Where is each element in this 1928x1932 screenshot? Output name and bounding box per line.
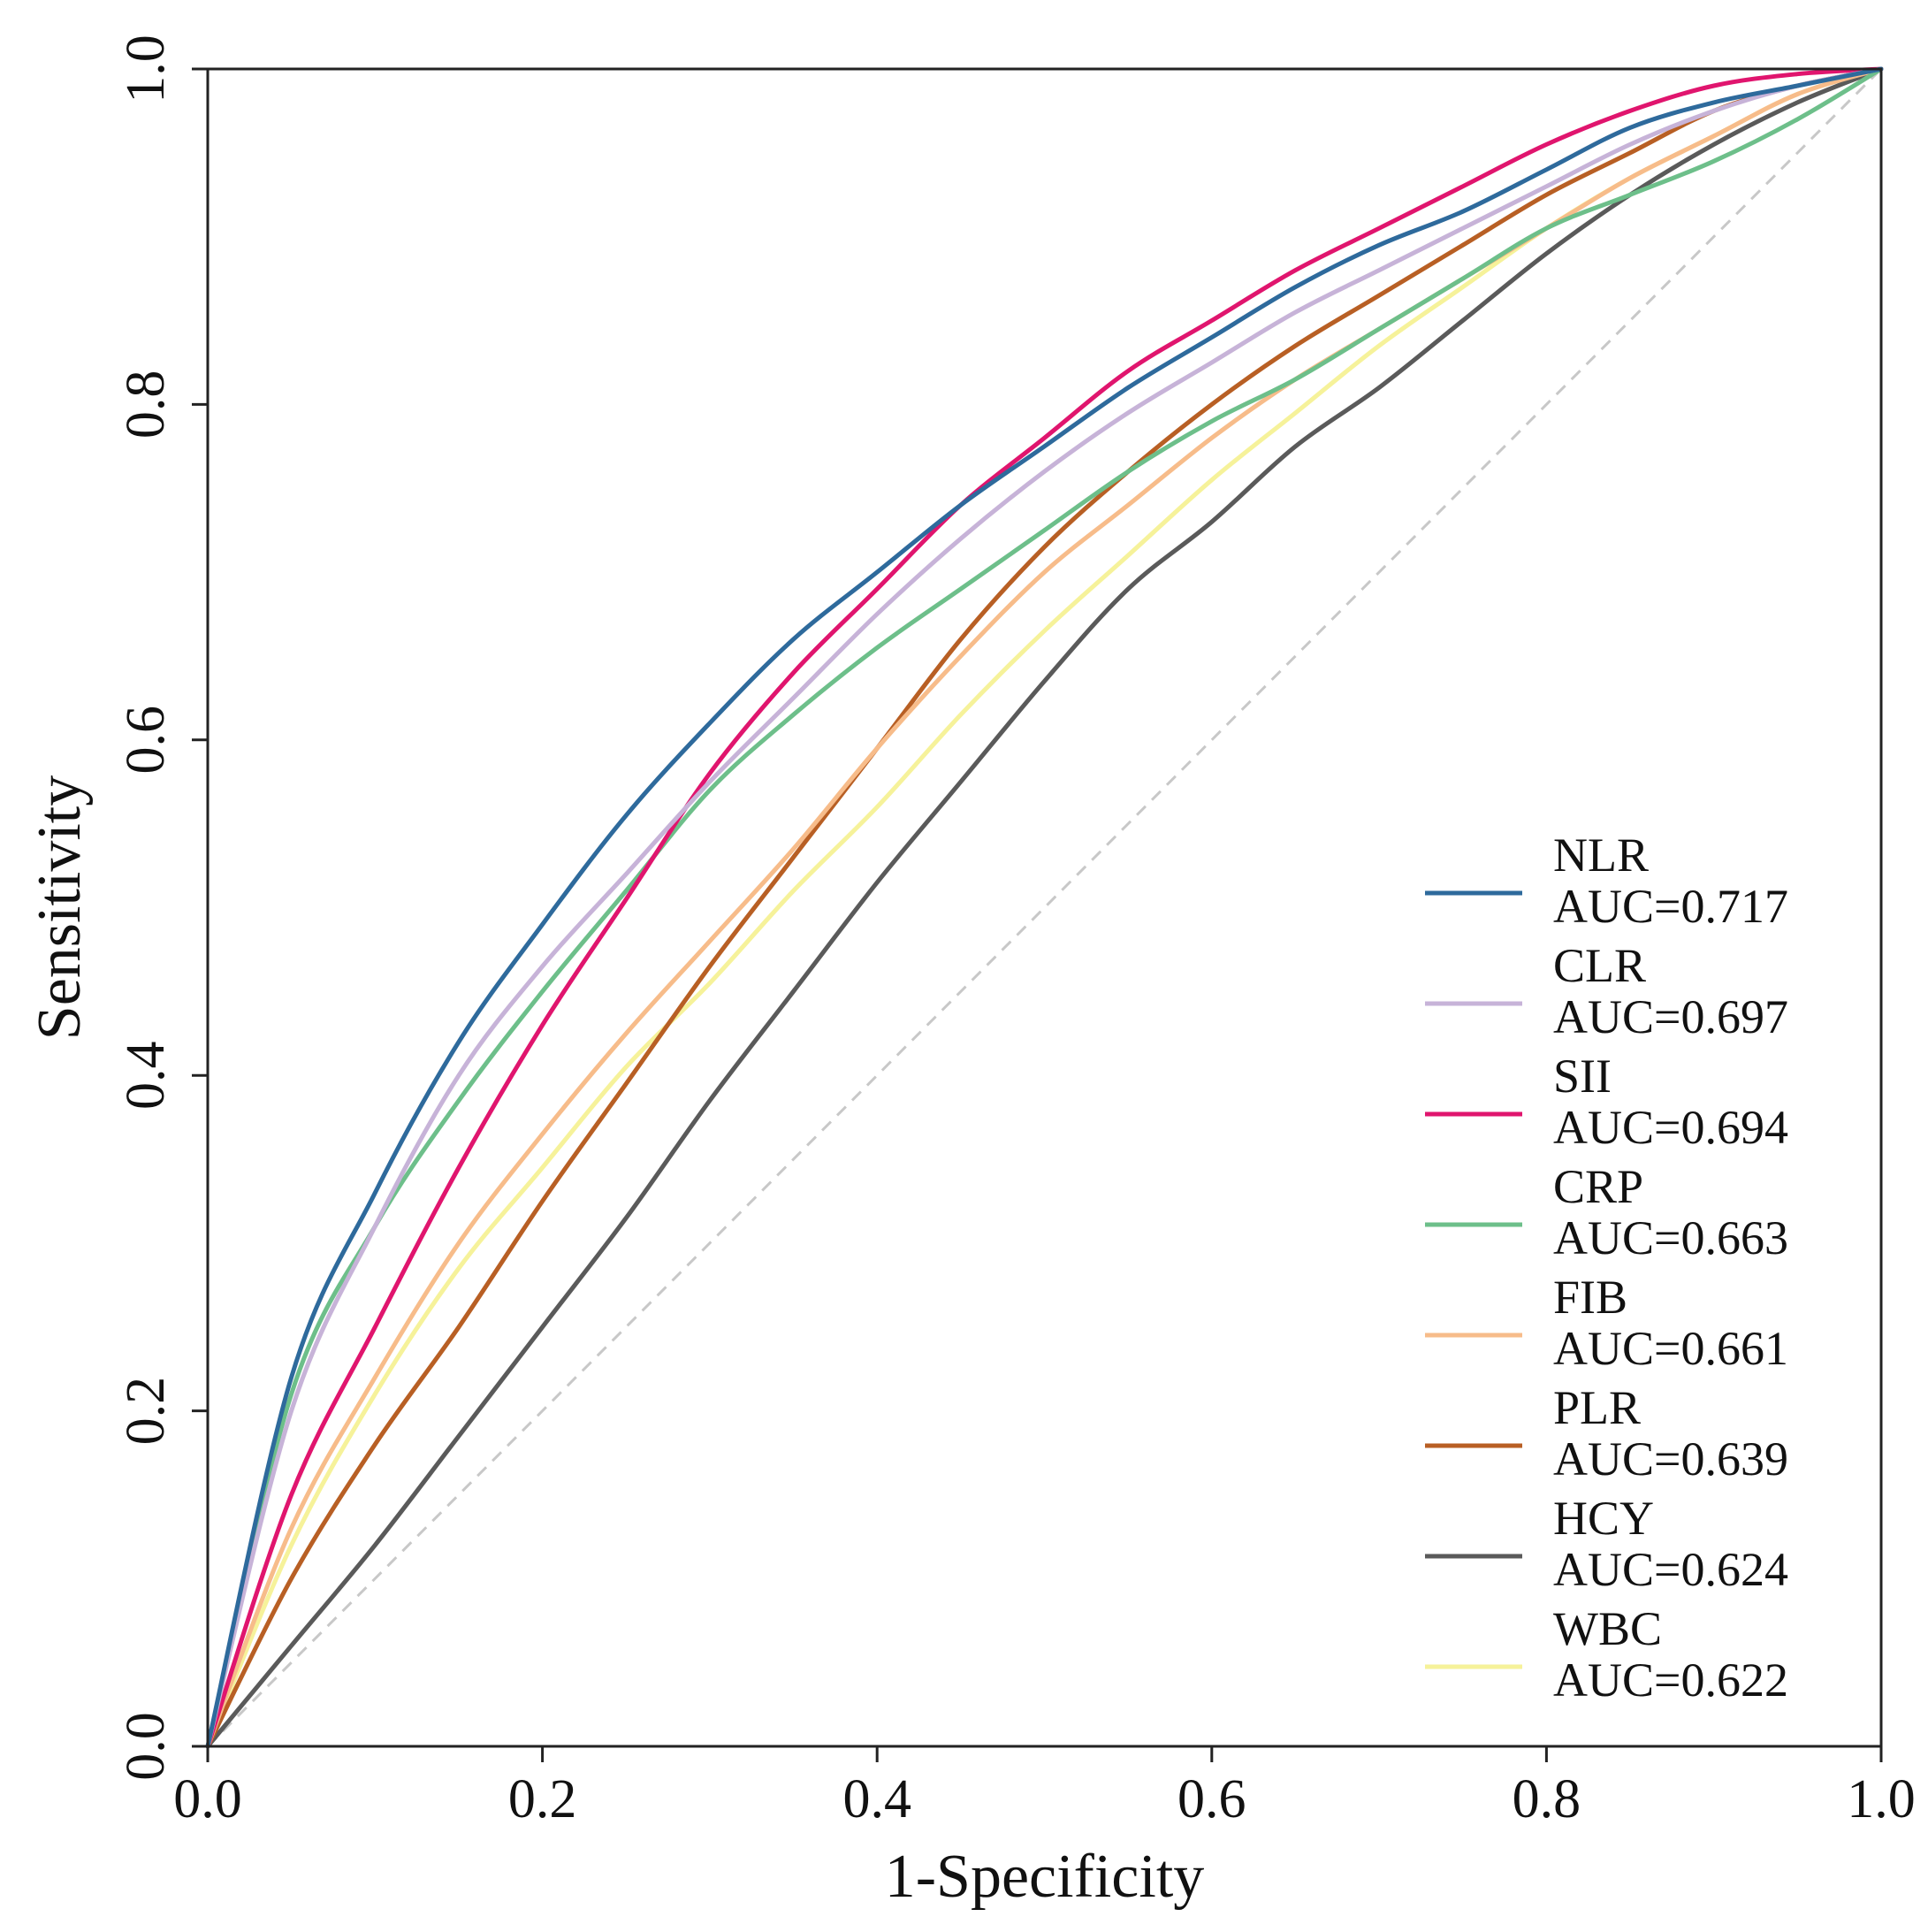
legend-name: WBC [1553, 1602, 1662, 1655]
series-line-hcy [205, 66, 1884, 1749]
legend: NLRAUC=0.717CLRAUC=0.697SIIAUC=0.694CRPA… [1425, 829, 1788, 1707]
series-line-crp [205, 66, 1884, 1749]
x-tick-label: 0.8 [1513, 1769, 1581, 1829]
series-line-clr [205, 66, 1884, 1749]
y-tick-label: 0.6 [116, 706, 176, 775]
series-line-fib [205, 66, 1884, 1749]
plot-area [205, 66, 1884, 1749]
series-line-nlr [205, 66, 1884, 1749]
reference-diagonal-line [206, 67, 1883, 1748]
legend-name: CRP [1553, 1160, 1643, 1213]
legend-auc: AUC=0.697 [1553, 990, 1788, 1043]
x-tick-label: 0.6 [1177, 1769, 1246, 1829]
y-tick-label: 0.8 [116, 370, 176, 439]
legend-auc: AUC=0.717 [1553, 880, 1788, 933]
y-tick-label: 1.0 [116, 34, 176, 103]
legend-auc: AUC=0.661 [1553, 1322, 1788, 1375]
y-tick-label: 0.4 [116, 1041, 176, 1110]
y-axis-title: Sensitivity [26, 775, 94, 1040]
x-tick-label: 0.4 [842, 1769, 911, 1829]
legend-name: CLR [1553, 939, 1646, 992]
y-tick-label: 0.0 [116, 1712, 176, 1781]
legend-auc: AUC=0.622 [1553, 1653, 1788, 1707]
y-axis: 0.0 0.2 0.4 0.6 0.8 1.0 [116, 34, 208, 1781]
legend-auc: AUC=0.663 [1553, 1211, 1788, 1264]
legend-name: FIB [1553, 1271, 1627, 1324]
legend-name: NLR [1553, 829, 1649, 882]
x-tick-label: 0.0 [173, 1769, 242, 1829]
x-tick-label: 1.0 [1847, 1769, 1916, 1829]
legend-name: HCY [1553, 1492, 1654, 1545]
legend-auc: AUC=0.694 [1553, 1101, 1788, 1154]
legend-name: SII [1553, 1050, 1612, 1103]
legend-auc: AUC=0.624 [1553, 1543, 1788, 1596]
plot-frame [206, 67, 1883, 1748]
x-axis-title: 1-Specificity [885, 1843, 1205, 1911]
series-line-plr [205, 66, 1884, 1749]
legend-auc: AUC=0.639 [1553, 1432, 1788, 1485]
legend-name: PLR [1553, 1381, 1641, 1434]
series-layer [205, 66, 1884, 1749]
y-tick-label: 0.2 [116, 1377, 176, 1446]
x-tick-label: 0.2 [508, 1769, 577, 1829]
x-axis: 0.0 0.2 0.4 0.6 0.8 1.0 [173, 1746, 1916, 1829]
